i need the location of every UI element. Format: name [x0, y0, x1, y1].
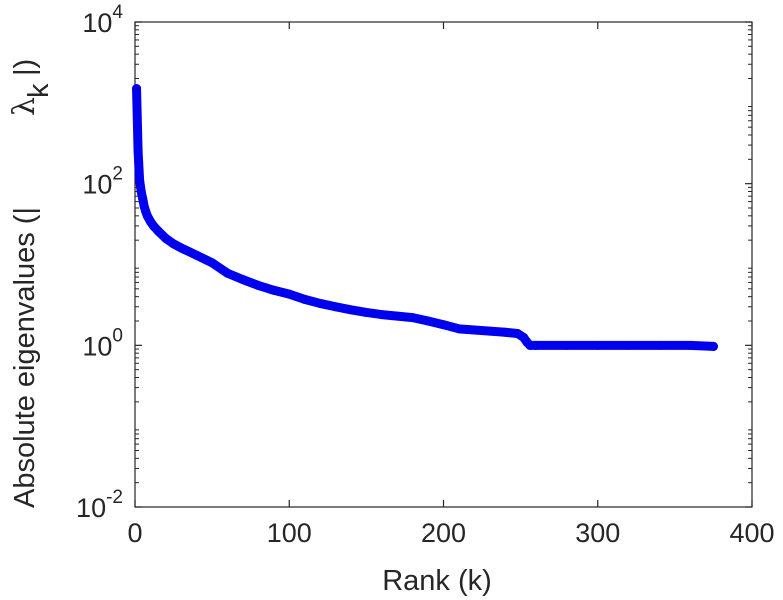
- data-point: [207, 258, 217, 268]
- x-axis-ticks: [134, 22, 753, 507]
- data-point: [176, 243, 186, 253]
- x-tick-label-4: 400: [729, 518, 774, 548]
- data-point: [654, 340, 664, 350]
- data-point: [500, 327, 510, 337]
- data-point: [469, 325, 479, 335]
- data-point: [531, 340, 541, 350]
- data-point: [238, 275, 248, 285]
- data-point: [136, 187, 146, 196]
- data-point: [161, 233, 171, 243]
- data-point: [346, 305, 356, 315]
- y-tick-exponent-1: 0: [112, 325, 123, 346]
- data-point: [392, 311, 402, 321]
- y-tick-base-2: 10: [82, 170, 112, 200]
- data-point: [439, 320, 448, 330]
- x-tick-label-3: 300: [575, 518, 620, 548]
- data-point: [408, 313, 418, 323]
- y-axis-title: Absolute eigenvalues (| λ k |): [7, 59, 55, 508]
- series-layer: [132, 84, 718, 351]
- data-point: [133, 147, 143, 156]
- data-point: [300, 294, 310, 304]
- data-point: [192, 250, 202, 260]
- y-tick-base-0: 10: [76, 493, 106, 523]
- x-tick-label-2: 200: [421, 518, 466, 548]
- y-tick-label-1: 100: [82, 325, 123, 361]
- y-tick-base-3: 10: [82, 8, 112, 38]
- y-axis-title-prefix: Absolute eigenvalues (|: [9, 207, 41, 508]
- data-point: [525, 340, 535, 350]
- plot-area: [134, 21, 753, 508]
- data-point: [253, 280, 263, 290]
- data-point: [454, 324, 464, 334]
- y-axis-title-subscript: k: [23, 83, 55, 98]
- data-point: [138, 194, 148, 204]
- data-point: [169, 239, 179, 249]
- data-point: [562, 340, 572, 350]
- data-point: [624, 340, 634, 350]
- data-point: [377, 310, 387, 320]
- y-axis-ticks: [135, 21, 752, 508]
- y-axis-title-lambda: λ: [7, 97, 42, 116]
- data-point: [708, 341, 718, 351]
- x-tick-label-1: 100: [267, 518, 312, 548]
- y-tick-exponent-0: -2: [106, 487, 123, 508]
- x-axis-title: Rank (k): [382, 565, 492, 597]
- data-point: [485, 326, 495, 336]
- x-tick-labels: 0 100 200 300 400: [127, 518, 774, 548]
- data-point: [269, 285, 279, 295]
- data-point: [132, 84, 142, 94]
- y-tick-base-1: 10: [82, 331, 112, 361]
- y-tick-exponent-3: 4: [112, 2, 123, 23]
- y-axis-title-suffix: |): [9, 59, 41, 76]
- y-tick-label-3: 104: [82, 2, 123, 38]
- data-point: [284, 289, 294, 299]
- data-point: [315, 298, 325, 308]
- data-point: [593, 340, 603, 350]
- data-point: [153, 226, 163, 236]
- x-tick-label-0: 0: [127, 518, 142, 548]
- y-tick-label-2: 102: [82, 164, 123, 200]
- data-point: [361, 307, 371, 317]
- y-tick-label-0: 10-2: [76, 487, 123, 523]
- y-tick-exponent-2: 2: [112, 164, 123, 185]
- data-point: [423, 316, 433, 326]
- data-point: [331, 302, 341, 312]
- data-point: [223, 268, 233, 278]
- data-point: [685, 340, 695, 350]
- data-point: [135, 175, 145, 185]
